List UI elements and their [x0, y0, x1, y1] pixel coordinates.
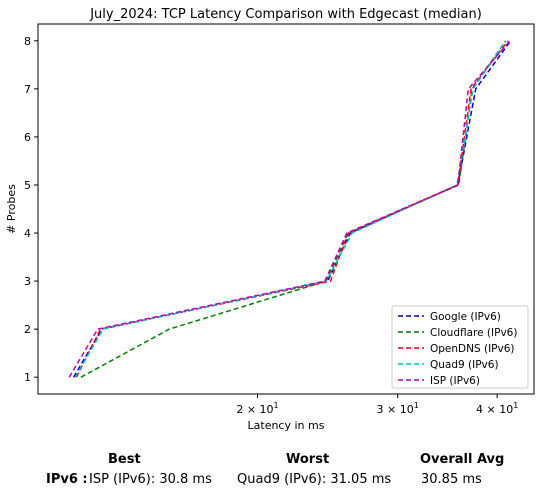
best-header: Best [108, 452, 141, 467]
y-axis-label: # Probes [5, 184, 18, 234]
y-tick-label: 3 [24, 275, 31, 288]
y-tick-label: 2 [24, 323, 31, 336]
legend-label: Cloudflare (IPv6) [430, 327, 517, 339]
y-tick-label: 1 [24, 371, 31, 384]
x-tick-label: 3 × 101 [377, 401, 419, 416]
summary-table: Best Worst Overall Avg IPv6 : ISP (IPv6)… [0, 448, 541, 494]
worst-value: Quad9 (IPv6): 31.05 ms [237, 472, 391, 487]
y-axis-ticks: 1 2 3 4 5 6 7 8 [24, 35, 38, 384]
legend-label: Quad9 (IPv6) [430, 359, 499, 371]
x-tick-label: 4 × 101 [476, 401, 518, 416]
overall-avg-header: Overall Avg [420, 452, 504, 467]
y-tick-label: 5 [24, 179, 31, 192]
chart-title: July_2024: TCP Latency Comparison with E… [89, 7, 482, 22]
x-tick-label: 2 × 101 [236, 401, 278, 416]
y-tick-label: 8 [24, 35, 31, 48]
legend-label: OpenDNS (IPv6) [430, 343, 515, 355]
y-tick-label: 6 [24, 131, 31, 144]
overall-avg-value: 30.85 ms [421, 472, 482, 487]
row-label: IPv6 : [46, 472, 88, 487]
y-tick-label: 4 [24, 227, 31, 240]
legend-label: ISP (IPv6) [430, 375, 480, 387]
y-tick-label: 7 [24, 83, 31, 96]
best-value: ISP (IPv6): 30.8 ms [89, 472, 212, 487]
x-axis-ticks: 2 × 101 3 × 101 4 × 101 [236, 394, 518, 416]
worst-header: Worst [286, 452, 329, 467]
x-axis-label: Latency in ms [248, 419, 325, 432]
legend: Google (IPv6) Cloudflare (IPv6) OpenDNS (I… [392, 306, 528, 388]
legend-label: Google (IPv6) [430, 311, 501, 323]
latency-chart: July_2024: TCP Latency Comparison with E… [0, 0, 541, 448]
